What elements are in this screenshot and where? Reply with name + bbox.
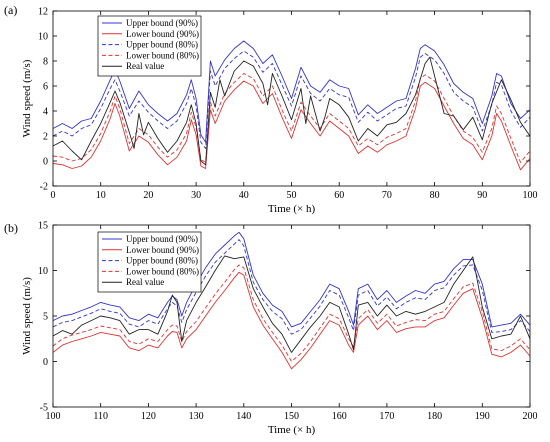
x-tick-label: 10 bbox=[96, 190, 106, 201]
y-tick-label: 10 bbox=[38, 32, 48, 43]
y-axis-label: Wind speed (m/s) bbox=[21, 277, 33, 355]
series-line-2 bbox=[53, 50, 530, 149]
y-tick-label: 0 bbox=[43, 157, 48, 168]
x-tick-label: 120 bbox=[141, 411, 156, 422]
x-tick-label: 170 bbox=[379, 411, 394, 422]
legend: Upper bound (90%)Lower bound (90%)Upper … bbox=[97, 231, 202, 293]
panel-label: (b) bbox=[4, 221, 18, 235]
y-tick-label: 15 bbox=[38, 221, 48, 232]
x-tick-label: 30 bbox=[191, 190, 201, 201]
x-tick-label: 160 bbox=[332, 411, 347, 422]
series-line-1 bbox=[53, 80, 530, 171]
y-tick-label: -2 bbox=[40, 182, 48, 193]
x-tick-label: 130 bbox=[189, 411, 204, 422]
legend-label-0: Upper bound (90%) bbox=[126, 18, 198, 28]
panel-1: (b) 100 110 120 130 140 150 160 170 180 190 200 -5 0 5… bbox=[4, 221, 538, 437]
y-tick-label: 0 bbox=[43, 357, 48, 368]
x-tick-label: 40 bbox=[239, 190, 249, 201]
x-tick-label: 100 bbox=[523, 190, 538, 201]
x-axis-label: Time (× h) bbox=[268, 203, 316, 215]
legend-label-1: Lower bound (90%) bbox=[126, 29, 199, 39]
y-tick-label: 8 bbox=[43, 57, 48, 68]
legend: Upper bound (90%)Lower bound (90%)Upper … bbox=[97, 15, 202, 77]
series-line-4 bbox=[53, 56, 530, 166]
legend-label-2: Upper bound (80%) bbox=[126, 256, 198, 266]
x-tick-label: 200 bbox=[523, 411, 538, 422]
x-tick-label: 60 bbox=[334, 190, 344, 201]
y-axis-label: Wind speed (m/s) bbox=[21, 59, 33, 137]
x-axis-label: Time (× h) bbox=[268, 424, 316, 436]
y-tick-label: 4 bbox=[43, 107, 48, 118]
y-tick-label: 6 bbox=[43, 82, 48, 93]
x-tick-label: 180 bbox=[427, 411, 442, 422]
series-line-0 bbox=[53, 40, 530, 143]
series-line-4 bbox=[53, 255, 530, 353]
legend-label-3: Lower bound (80%) bbox=[126, 50, 199, 60]
x-tick-label: 190 bbox=[475, 411, 490, 422]
series-line-3 bbox=[53, 73, 530, 163]
y-tick-label: 2 bbox=[43, 132, 48, 143]
y-tick-label: -5 bbox=[40, 403, 48, 414]
x-tick-label: 50 bbox=[287, 190, 297, 201]
x-tick-label: 80 bbox=[430, 190, 440, 201]
panel-label: (a) bbox=[4, 3, 17, 17]
x-tick-label: 100 bbox=[46, 411, 61, 422]
panel-0: (a)0 10 20 30 40 50 60 70 80 90 100-2024681012Time… bbox=[4, 3, 538, 215]
series-line-1 bbox=[53, 271, 530, 370]
x-tick-label: 90 bbox=[477, 190, 487, 201]
legend-label-3: Lower bound (80%) bbox=[126, 266, 199, 276]
legend-label-2: Upper bound (80%) bbox=[126, 40, 198, 50]
x-tick-label: 0 bbox=[51, 190, 56, 201]
series-line-0 bbox=[53, 231, 530, 328]
legend-label-4: Real value bbox=[126, 61, 164, 71]
series-line-2 bbox=[53, 239, 530, 335]
legend-label-0: Upper bound (90%) bbox=[126, 234, 198, 244]
legend-label-1: Lower bound (90%) bbox=[126, 245, 199, 255]
y-tick-label: 12 bbox=[38, 7, 48, 18]
y-tick-label: 5 bbox=[43, 312, 48, 323]
x-tick-label: 110 bbox=[93, 411, 108, 422]
y-tick-label: 10 bbox=[38, 266, 48, 277]
x-tick-label: 150 bbox=[284, 411, 299, 422]
x-tick-label: 70 bbox=[382, 190, 392, 201]
legend-label-4: Real value bbox=[126, 277, 164, 287]
x-tick-label: 140 bbox=[236, 411, 251, 422]
x-tick-label: 20 bbox=[143, 190, 153, 201]
